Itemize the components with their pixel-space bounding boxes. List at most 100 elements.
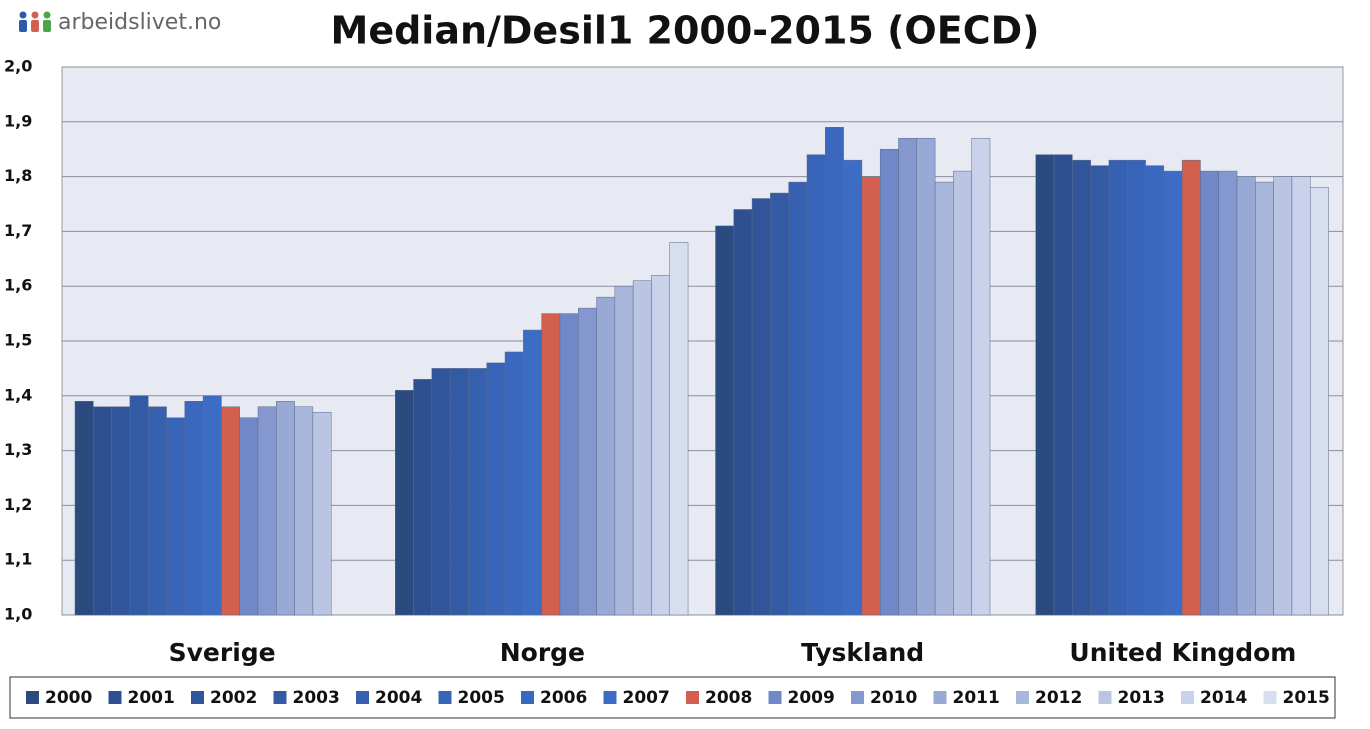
bar xyxy=(486,362,506,616)
legend-box xyxy=(9,676,1336,719)
bar xyxy=(1127,159,1146,616)
bar xyxy=(788,181,808,616)
legend-label: 2004 xyxy=(375,688,422,708)
bar xyxy=(1236,176,1256,616)
bar xyxy=(276,401,295,616)
y-tick-label: 1,1 xyxy=(4,550,32,569)
bar xyxy=(632,280,652,616)
bar xyxy=(578,307,597,616)
bar xyxy=(715,225,735,616)
bar xyxy=(166,417,186,616)
bar xyxy=(669,242,689,616)
legend-label: 2003 xyxy=(293,688,340,708)
legend-swatch xyxy=(108,691,122,704)
bar xyxy=(1255,181,1274,616)
legend-swatch xyxy=(686,691,699,704)
bar xyxy=(898,137,918,616)
bar xyxy=(971,137,991,616)
bar xyxy=(1273,176,1293,616)
bar xyxy=(239,417,259,616)
legend-swatch xyxy=(851,691,864,704)
bar xyxy=(843,159,863,616)
bar xyxy=(934,181,954,616)
legend-label: 2007 xyxy=(623,688,670,708)
bar xyxy=(257,406,277,616)
x-tick-label: Norge xyxy=(500,638,585,667)
legend-label: 2001 xyxy=(128,688,175,708)
bar xyxy=(1181,159,1201,616)
x-tick-label: United Kingdom xyxy=(1069,638,1296,667)
bar xyxy=(1035,154,1055,616)
legend-swatch xyxy=(1098,691,1112,704)
bar xyxy=(312,411,332,616)
bar xyxy=(541,313,561,616)
bar xyxy=(1163,170,1183,616)
bar xyxy=(1090,165,1110,616)
legend-label: 2002 xyxy=(210,688,257,708)
legend-label: 2005 xyxy=(458,688,505,708)
bar xyxy=(202,395,222,616)
bar xyxy=(596,296,616,616)
y-tick-label: 1,8 xyxy=(4,166,32,185)
legend-label: 2006 xyxy=(540,688,587,708)
bar xyxy=(413,379,433,616)
legend-swatch xyxy=(191,691,204,704)
bar xyxy=(614,285,634,616)
y-tick-label: 1,2 xyxy=(4,495,32,514)
bar xyxy=(1218,170,1238,616)
y-tick-label: 1,9 xyxy=(4,111,32,130)
bar xyxy=(861,176,881,616)
bar xyxy=(468,368,488,616)
bar xyxy=(770,192,789,616)
legend-swatch xyxy=(933,691,947,704)
legend-label: 2010 xyxy=(870,688,917,708)
legend-swatch xyxy=(273,691,287,704)
legend-swatch xyxy=(356,691,369,704)
legend-label: 2012 xyxy=(1035,688,1082,708)
x-tick-label: Sverige xyxy=(169,638,276,667)
bar xyxy=(431,368,451,616)
y-tick-label: 1,4 xyxy=(4,385,32,404)
legend-swatch xyxy=(26,691,39,704)
legend-swatch xyxy=(438,691,452,704)
legend-swatch xyxy=(1016,691,1029,704)
bar xyxy=(1072,159,1091,616)
bar xyxy=(74,401,94,616)
y-tick-label: 1,3 xyxy=(4,440,32,459)
bar xyxy=(184,401,204,616)
bar xyxy=(395,390,414,616)
legend-label: 2000 xyxy=(45,688,92,708)
bar xyxy=(449,368,469,616)
bar xyxy=(1310,187,1329,616)
bar xyxy=(504,351,524,616)
x-tick-label: Tyskland xyxy=(801,638,924,667)
bar xyxy=(221,406,240,616)
bar xyxy=(1145,165,1165,616)
legend-label: 2008 xyxy=(705,688,752,708)
legend-label: 2015 xyxy=(1283,688,1330,708)
legend-label: 2009 xyxy=(788,688,835,708)
legend-swatch xyxy=(603,691,617,704)
legend-swatch xyxy=(768,691,782,704)
bar xyxy=(111,406,131,616)
bar xyxy=(147,406,167,616)
bar xyxy=(523,329,542,616)
bar xyxy=(1200,170,1219,616)
y-tick-label: 1,7 xyxy=(4,221,32,240)
bar xyxy=(916,137,936,616)
bar xyxy=(879,148,899,616)
legend-label: 2014 xyxy=(1200,688,1247,708)
y-tick-label: 1,5 xyxy=(4,331,32,350)
bar xyxy=(953,170,972,616)
y-tick-label: 1,0 xyxy=(4,605,32,624)
y-tick-label: 2,0 xyxy=(4,57,32,76)
bar xyxy=(651,274,671,616)
logo-icon xyxy=(19,11,51,32)
legend-label: 2013 xyxy=(1118,688,1165,708)
bar xyxy=(806,154,826,616)
legend-swatch xyxy=(521,691,534,704)
legend-swatch xyxy=(1181,691,1194,704)
bar xyxy=(825,127,844,616)
y-tick-label: 1,6 xyxy=(4,276,32,295)
